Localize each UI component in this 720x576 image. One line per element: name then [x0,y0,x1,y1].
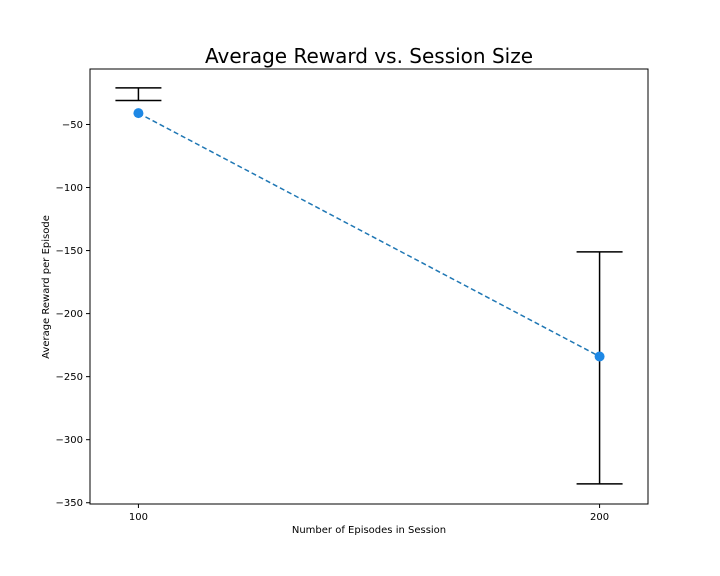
x-axis-label: Number of Episodes in Session [292,525,446,536]
plot-area: −50 −100 −150 −200 −250 −300 −350 100 200 [56,68,649,523]
error-bars [115,87,623,485]
chart-title: Average Reward vs. Session Size [205,44,533,68]
series-line [138,112,600,358]
y-tick-label-5: −300 [56,435,83,446]
x-tick-label-1: 200 [590,512,609,523]
y-tick-label-0: −50 [62,120,83,131]
y-tick-label-3: −200 [56,309,83,320]
axes-frame [89,68,649,505]
x-tick-label-0: 100 [129,512,148,523]
data-point-1 [594,351,605,362]
y-axis: −50 −100 −150 −200 −250 −300 −350 [56,120,90,509]
y-tick-label-4: −250 [56,372,83,383]
series-markers [133,108,605,362]
data-point-0 [133,108,144,119]
y-tick-label-2: −150 [56,246,83,257]
x-axis: 100 200 [129,504,609,523]
y-tick-label-1: −100 [56,183,83,194]
y-axis-label: Average Reward per Episode [41,215,52,359]
y-tick-label-6: −350 [56,498,83,509]
